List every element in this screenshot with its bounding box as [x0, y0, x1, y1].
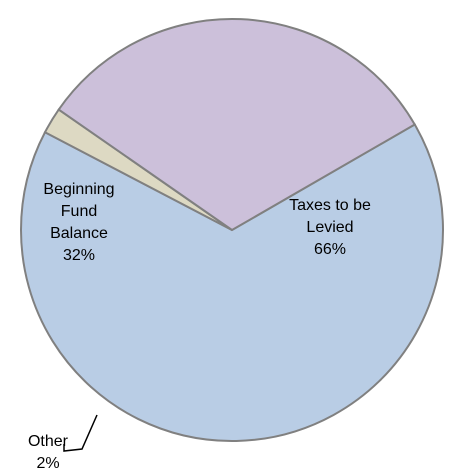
leader-line-other [63, 414, 98, 452]
pie-slice-beginning-fund-balance [57, 18, 417, 232]
slices-layer [20, 18, 444, 442]
slice-name-line: Other [28, 433, 69, 450]
slice-value-label: 66% [314, 241, 346, 258]
slice-label-other: Other 2% [28, 433, 69, 472]
slice-value-label: 32% [63, 247, 95, 264]
slice-name-line: Levied [306, 219, 353, 236]
slice-name-line: Balance [50, 225, 108, 242]
slice-label-taxes-to-be-levied: Taxes to be Levied 66% [289, 197, 371, 258]
slice-name-line: Fund [61, 203, 97, 220]
pie-slice-taxes-to-be-levied [20, 123, 444, 442]
slice-name-line: Beginning [43, 181, 114, 198]
slice-label-beginning-fund-balance: Beginning Fund Balance 32% [43, 181, 114, 264]
labels-layer: Taxes to be Levied 66% Other 2% Beginning Fund… [28, 181, 371, 472]
slice-name-line: Taxes to be [289, 197, 371, 214]
slice-value-label: 2% [36, 455, 59, 472]
